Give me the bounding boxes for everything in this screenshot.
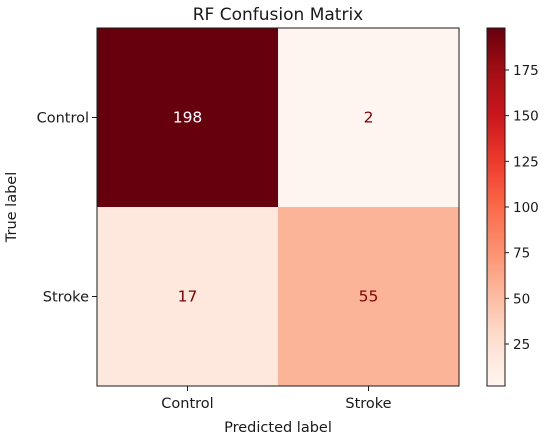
colorbar-tick-label: 175 [513, 63, 539, 79]
cell-value-label: 198 [173, 109, 203, 127]
y-tick-label: Control [37, 111, 89, 127]
chart-title: RF Confusion Matrix [193, 5, 363, 25]
y-tick-label: Stroke [43, 290, 89, 306]
plot-frame [96, 27, 460, 387]
y-axis-label: True label [4, 172, 20, 243]
matrix-cell [97, 28, 278, 207]
colorbar-tick-label: 50 [513, 291, 530, 307]
colorbar-tick-label: 25 [513, 337, 530, 353]
x-tick-label: Stroke [345, 396, 391, 412]
cell-value-label: 2 [364, 109, 374, 127]
colorbar-tick-label: 150 [513, 109, 539, 125]
x-ticks: Control Stroke [161, 386, 392, 412]
colorbar-tick-label: 125 [513, 154, 539, 170]
y-ticks: Control Stroke [37, 111, 97, 306]
colorbar [487, 28, 505, 386]
matrix-cell-labels: 198 2 17 55 [173, 109, 379, 306]
colorbar-tick-label: 100 [513, 200, 539, 216]
matrix-cell [97, 207, 278, 386]
x-axis-label: Predicted label [224, 420, 332, 436]
matrix-cells [97, 28, 459, 386]
x-tick-label: Control [161, 396, 213, 412]
cell-value-label: 17 [178, 288, 198, 306]
matrix-cell [278, 207, 459, 386]
cell-value-label: 55 [359, 288, 379, 306]
matrix-cell [278, 28, 459, 207]
colorbar-ticks: 25 50 75 100 125 150 175 [505, 63, 539, 353]
colorbar-tick-label: 75 [513, 246, 530, 262]
